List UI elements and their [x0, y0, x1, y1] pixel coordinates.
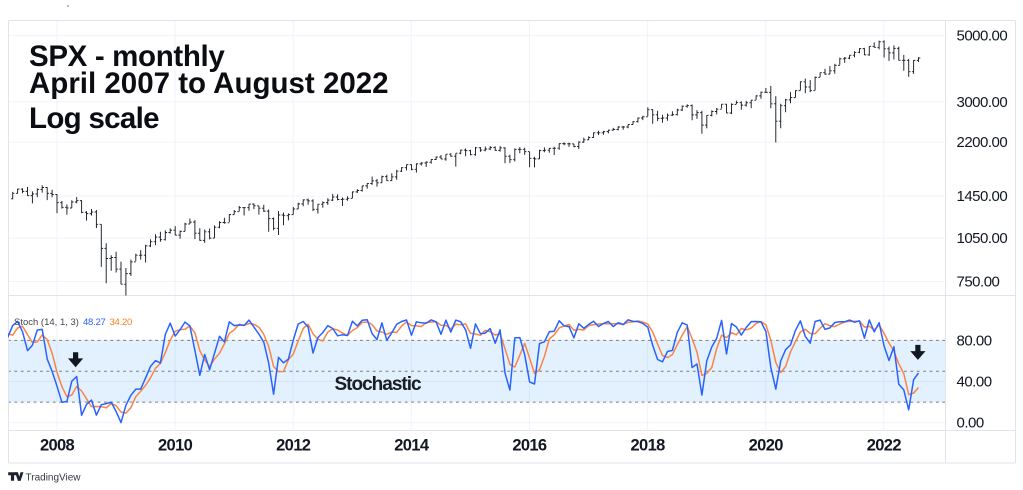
svg-text:80.00: 80.00 — [957, 332, 992, 349]
svg-text:3000.00: 3000.00 — [957, 94, 1008, 111]
svg-text:2018: 2018 — [631, 437, 666, 455]
svg-text:2008: 2008 — [40, 437, 75, 455]
svg-text:2010: 2010 — [158, 437, 193, 455]
svg-text:2014: 2014 — [394, 437, 430, 455]
svg-text:TradingView: TradingView — [26, 473, 82, 484]
svg-text:0.00: 0.00 — [957, 415, 984, 432]
svg-text:40.00: 40.00 — [957, 374, 992, 391]
svg-text:2012: 2012 — [276, 437, 311, 455]
svg-text:Stoch (14, 1, 3): Stoch (14, 1, 3) — [14, 317, 79, 328]
svg-text:48.27: 48.27 — [83, 317, 106, 328]
svg-text:SPX - monthly: SPX - monthly — [29, 40, 225, 73]
svg-text:2020: 2020 — [749, 437, 784, 455]
svg-text:2200.00: 2200.00 — [957, 134, 1008, 151]
svg-text:Log scale: Log scale — [29, 102, 159, 135]
svg-text:April 2007 to August 2022: April 2007 to August 2022 — [29, 67, 389, 100]
svg-text:750.00: 750.00 — [957, 274, 1000, 291]
svg-text:5000.00: 5000.00 — [957, 28, 1008, 45]
svg-text:Stochastic: Stochastic — [335, 374, 423, 395]
svg-text:1050.00: 1050.00 — [957, 230, 1008, 247]
svg-text:2016: 2016 — [512, 437, 547, 455]
svg-text:1450.00: 1450.00 — [957, 188, 1008, 205]
svg-text:34.20: 34.20 — [110, 317, 133, 328]
svg-text:2022: 2022 — [867, 437, 902, 455]
